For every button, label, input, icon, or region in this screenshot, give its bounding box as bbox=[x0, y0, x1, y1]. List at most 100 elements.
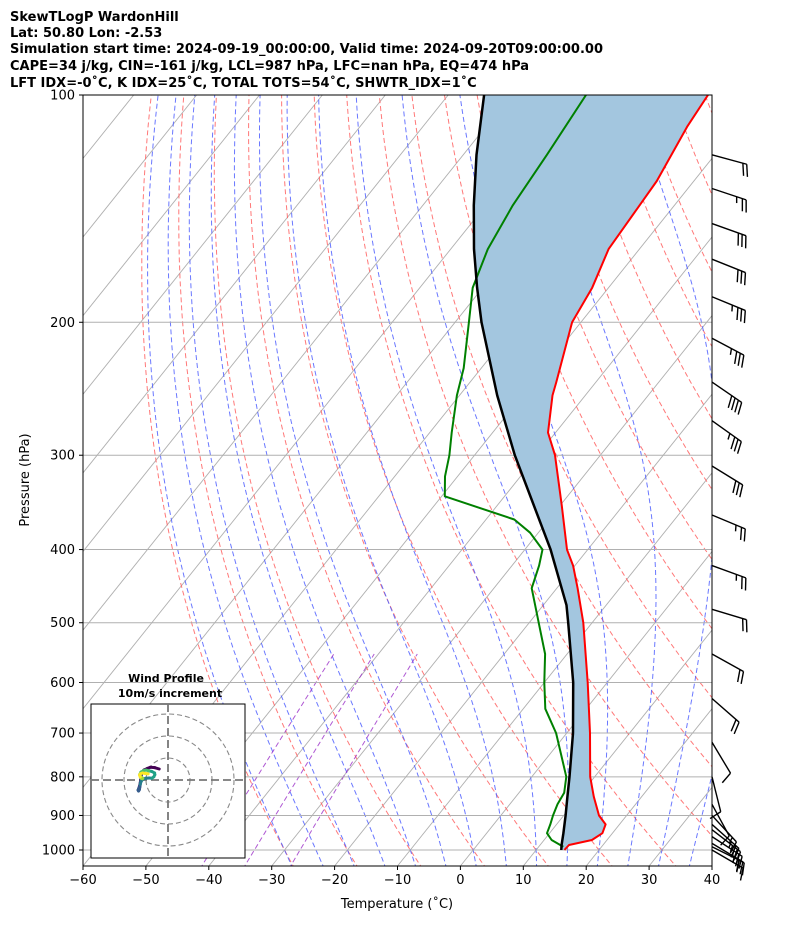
isotherm-line bbox=[460, 550, 712, 866]
barb-flag bbox=[735, 851, 742, 864]
y-tick-label: 200 bbox=[50, 316, 75, 331]
header-line-4: CAPE=34 j/kg, CIN=-161 j/kg, LCL=987 hPa… bbox=[10, 59, 529, 74]
y-tick-label: 1000 bbox=[42, 844, 75, 859]
wind-barb bbox=[711, 814, 738, 854]
x-axis-label: Temperature (˚C) bbox=[340, 896, 453, 912]
barb-shaft bbox=[711, 697, 740, 723]
barb-shaft bbox=[711, 258, 746, 274]
barb-flag bbox=[740, 271, 743, 284]
dry-adiabat bbox=[704, 95, 712, 115]
barb-shaft bbox=[711, 776, 722, 812]
temperature-profile bbox=[547, 95, 709, 851]
y-tick-label: 800 bbox=[50, 770, 75, 785]
barb-flag bbox=[740, 671, 745, 685]
isotherm-line bbox=[585, 708, 712, 866]
y-tick-label: 700 bbox=[50, 727, 75, 742]
wind-barbs bbox=[709, 154, 749, 881]
dewpoint-profile bbox=[443, 95, 587, 848]
moist-adiabat bbox=[355, 95, 538, 866]
wind-barb bbox=[711, 608, 748, 633]
barb-flag bbox=[721, 772, 732, 784]
mixing-ratio-line bbox=[244, 653, 375, 866]
wind-barb bbox=[711, 258, 747, 286]
barb-flag bbox=[736, 859, 741, 873]
barb-flag bbox=[737, 353, 741, 366]
dry-adiabat bbox=[541, 95, 712, 491]
barb-flag bbox=[730, 436, 736, 450]
x-tick-label: 30 bbox=[641, 873, 658, 888]
barb-shaft bbox=[711, 337, 745, 356]
barb-shaft bbox=[711, 154, 747, 165]
y-tick-label: 300 bbox=[50, 449, 75, 464]
wind-barb bbox=[711, 381, 743, 415]
barb-flag bbox=[743, 310, 746, 324]
barb-flag bbox=[743, 528, 746, 542]
parcel-profile bbox=[472, 95, 575, 851]
isotherm-line bbox=[0, 95, 71, 866]
barb-flag bbox=[736, 269, 739, 283]
barb-shaft bbox=[711, 741, 732, 774]
barb-flag bbox=[742, 163, 745, 176]
dry-adiabat bbox=[178, 95, 358, 866]
barb-flag bbox=[737, 402, 743, 415]
moist-adiabat bbox=[259, 95, 447, 866]
barb-flag bbox=[746, 164, 749, 177]
barb-flag bbox=[743, 272, 747, 286]
x-tick-label: −10 bbox=[384, 873, 411, 888]
isotherm-line bbox=[83, 95, 575, 710]
dry-adiabat bbox=[731, 78, 794, 869]
barb-flag bbox=[740, 308, 743, 322]
isotherm-line bbox=[83, 95, 323, 395]
x-tick-label: −50 bbox=[132, 873, 159, 888]
isotherm-line bbox=[711, 865, 712, 866]
barb-flag bbox=[733, 848, 740, 861]
barb-half-flag bbox=[729, 348, 733, 355]
barb-shaft bbox=[711, 296, 746, 312]
y-tick-label: 900 bbox=[50, 809, 75, 824]
cape-cin-area bbox=[473, 95, 708, 850]
isotherm-line bbox=[145, 157, 712, 866]
wind-barb bbox=[711, 804, 730, 846]
moist-adiabat bbox=[233, 95, 417, 866]
moist-adiabat bbox=[720, 95, 794, 869]
wind-barb bbox=[711, 741, 732, 784]
wind-barb bbox=[711, 337, 745, 368]
dry-adiabat bbox=[346, 95, 677, 866]
barb-flag bbox=[720, 835, 730, 846]
barb-flag bbox=[730, 845, 737, 858]
moist-adiabat bbox=[318, 95, 507, 866]
moist-adiabat bbox=[401, 95, 570, 866]
wind-barb bbox=[711, 653, 745, 685]
dry-adiabat bbox=[248, 95, 486, 866]
x-axis-ticks: −60 −50 −40 −30 −20 −10 0 10 20 30 40 bbox=[69, 866, 720, 888]
isotherm-line bbox=[83, 95, 197, 238]
barb-half-flag bbox=[728, 837, 733, 844]
barb-flag bbox=[741, 862, 745, 876]
dry-adiabat bbox=[763, 78, 794, 869]
x-tick-label: 0 bbox=[456, 873, 464, 888]
barb-flag bbox=[733, 439, 739, 452]
barb-flag bbox=[739, 861, 744, 875]
barb-flag bbox=[730, 397, 736, 411]
barb-shaft bbox=[711, 222, 747, 237]
dry-adiabat bbox=[639, 95, 712, 274]
barb-shaft bbox=[711, 381, 743, 404]
barb-half-flag bbox=[727, 433, 731, 440]
hodograph-title: Wind Profile bbox=[128, 672, 204, 685]
y-tick-label: 400 bbox=[50, 543, 75, 558]
wind-barb bbox=[711, 514, 746, 542]
wind-barb bbox=[711, 420, 742, 454]
wind-barb bbox=[711, 465, 744, 498]
barb-flag bbox=[709, 811, 722, 820]
barb-flag bbox=[729, 841, 738, 854]
barb-flag bbox=[739, 484, 744, 498]
barb-flag bbox=[741, 355, 745, 368]
moist-adiabat bbox=[286, 95, 477, 866]
wind-barb bbox=[711, 222, 747, 249]
barb-half-flag bbox=[729, 845, 734, 852]
barb-flag bbox=[732, 480, 737, 494]
barb-flag bbox=[736, 669, 741, 683]
barb-shaft bbox=[711, 564, 747, 579]
wind-barb bbox=[711, 697, 740, 735]
